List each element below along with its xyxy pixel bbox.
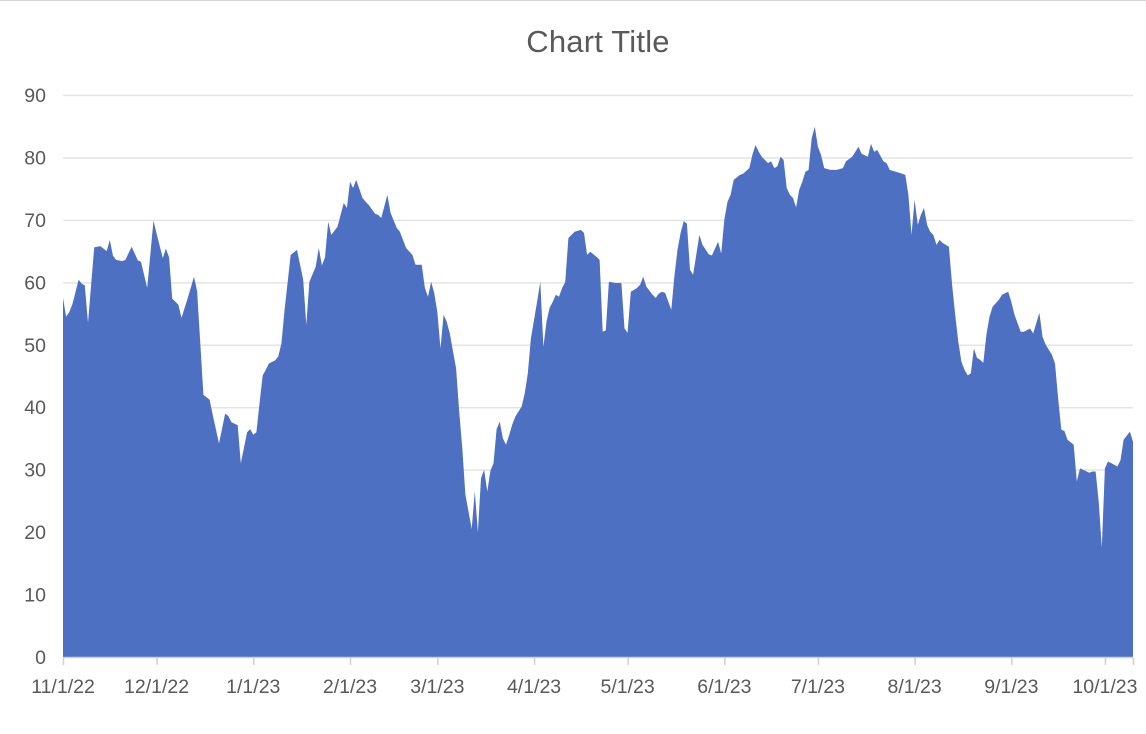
x-axis-tick-label: 6/1/23 xyxy=(697,676,751,698)
y-axis-tick-label: 60 xyxy=(24,272,46,294)
x-axis-tick-label: 4/1/23 xyxy=(507,676,561,698)
x-axis-tick-label: 5/1/23 xyxy=(601,676,655,698)
y-axis-tick-label: 70 xyxy=(24,210,46,232)
x-axis-tick-label: 7/1/23 xyxy=(791,676,845,698)
x-axis-tick-label: 8/1/23 xyxy=(888,676,942,698)
y-axis-tick-label: 50 xyxy=(24,335,46,357)
y-axis-tick-label: 10 xyxy=(24,585,46,607)
y-axis-tick-label: 90 xyxy=(24,85,46,107)
x-axis-tick-label: 11/1/22 xyxy=(31,676,95,698)
y-axis-tick-label: 80 xyxy=(24,147,46,169)
y-axis-tick-label: 20 xyxy=(24,522,46,544)
x-axis-tick-label: 2/1/23 xyxy=(323,676,377,698)
y-axis-tick-label: 0 xyxy=(35,647,46,669)
x-axis-tick-label: 3/1/23 xyxy=(410,676,464,698)
area-series xyxy=(63,126,1133,658)
x-axis-tick-label: 12/1/22 xyxy=(124,676,189,698)
chart-title: Chart Title xyxy=(526,24,670,59)
x-axis-tick-label: 1/1/23 xyxy=(226,676,280,698)
y-axis-tick-label: 40 xyxy=(24,397,46,419)
x-axis-tick-label: 10/1/23 xyxy=(1072,676,1137,698)
y-axis-tick-label: 30 xyxy=(24,460,46,482)
top-border xyxy=(0,0,1146,1)
x-axis-tick-label: 9/1/23 xyxy=(984,676,1038,698)
